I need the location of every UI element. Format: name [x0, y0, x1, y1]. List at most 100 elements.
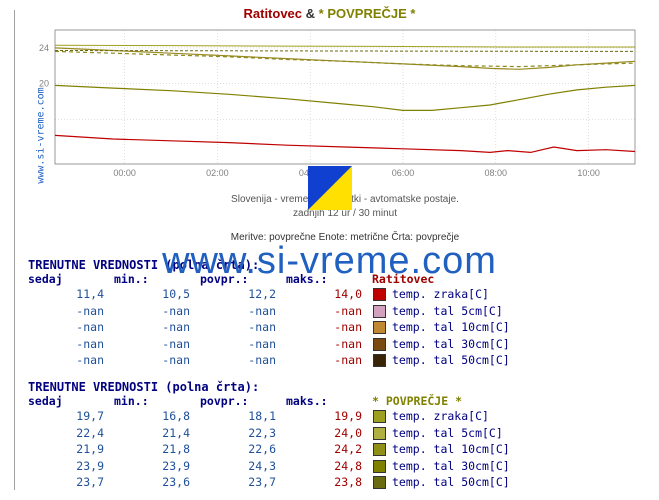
legend-swatch-icon: [373, 410, 386, 423]
value-cell: -nan: [28, 319, 114, 335]
col-header: sedaj: [28, 272, 114, 286]
svg-text:00:00: 00:00: [113, 168, 136, 178]
source-link-anchor[interactable]: www.si-vreme.com: [36, 87, 47, 183]
legend-label: temp. zraka[C]: [391, 286, 511, 302]
value-cell: 11,4: [28, 286, 114, 302]
table-row: 11,410,512,214,0temp. zraka[C]: [28, 286, 511, 302]
legend-swatch-cell: [372, 425, 391, 441]
series-povp-temp-zraka: [55, 85, 635, 110]
table-row: 22,421,422,324,0 temp. tal 5cm[C]: [28, 425, 511, 441]
table-row: 19,716,818,119,9 temp. zraka[C]: [28, 408, 511, 424]
caption-line1: Slovenija - vremenski podatki - avtomats…: [55, 194, 635, 205]
svg-text:20: 20: [39, 79, 49, 89]
legend-swatch-icon: [373, 338, 386, 351]
side-divider: [14, 10, 15, 490]
legend-swatch-icon: [373, 354, 386, 367]
value-cell: 24,8: [286, 458, 372, 474]
svg-text:02:00: 02:00: [206, 168, 229, 178]
legend-swatch-icon: [373, 321, 386, 334]
table-row: -nan-nan-nan-nantemp. tal 50cm[C]: [28, 352, 511, 368]
legend-swatch-cell: [372, 441, 391, 457]
value-cell: -nan: [200, 319, 286, 335]
block2-table: sedajmin.:povpr.:maks.:* POVPREČJE *19,7…: [28, 394, 511, 490]
legend-label: temp. tal 10cm[C]: [391, 319, 511, 335]
svg-text:24: 24: [39, 43, 49, 53]
title-part-amp: &: [302, 6, 319, 21]
value-cell: 16,8: [114, 408, 200, 424]
svg-text:10:00: 10:00: [577, 168, 600, 178]
value-cell: 22,3: [200, 425, 286, 441]
value-cell: -nan: [28, 336, 114, 352]
series-ratitovec-temp-zraka: [55, 135, 635, 152]
value-cell: -nan: [200, 303, 286, 319]
caption-line2: zadnjih 12 ur / 30 minut: [55, 208, 635, 219]
title-part-a: Ratitovec: [244, 6, 303, 21]
legend-swatch-icon: [373, 460, 386, 473]
value-cell: -nan: [28, 352, 114, 368]
table-row: -nan-nan-nan-nantemp. tal 10cm[C]: [28, 319, 511, 335]
caption-line3: Meritve: povprečne Enote: metrične Črta:…: [55, 232, 635, 243]
line-chart: 202400:0002:0004:0006:0008:0010:00: [55, 28, 635, 178]
value-cell: 23,8: [286, 474, 372, 490]
legend-label: temp. tal 50cm[C]: [391, 352, 511, 368]
table-row: 23,923,924,324,8temp. tal 30cm[C]: [28, 458, 511, 474]
legend-label: temp. tal 5cm[C]: [391, 425, 511, 441]
value-cell: -nan: [286, 336, 372, 352]
group-name: * POVPREČJE *: [372, 394, 511, 408]
value-cell: 21,4: [114, 425, 200, 441]
legend-swatch-cell: [372, 408, 391, 424]
legend-swatch-cell: [372, 303, 391, 319]
legend-swatch-icon: [373, 288, 386, 301]
legend-label: temp. tal 30cm[C]: [391, 458, 511, 474]
legend-swatch-cell: [372, 336, 391, 352]
col-header: povpr.:: [200, 394, 286, 408]
table-row: -nan-nan-nan-nantemp. tal 5cm[C]: [28, 303, 511, 319]
group-name: Ratitovec: [372, 272, 511, 286]
value-cell: -nan: [114, 303, 200, 319]
value-cell: 10,5: [114, 286, 200, 302]
value-cell: -nan: [200, 336, 286, 352]
series-povp-tal-30cm: [55, 45, 635, 47]
legend-swatch-cell: [372, 458, 391, 474]
legend-swatch-icon: [373, 443, 386, 456]
legend-swatch-cell: [372, 319, 391, 335]
col-header: maks.:: [286, 394, 372, 408]
block1-table: sedajmin.:povpr.:maks.:Ratitovec11,410,5…: [28, 272, 511, 368]
value-cell: 23,9: [28, 458, 114, 474]
block2-heading: TRENUTNE VREDNOSTI (polna črta):: [28, 380, 511, 394]
legend-swatch-icon: [373, 427, 386, 440]
source-link[interactable]: www.si-vreme.com: [36, 71, 47, 201]
table-row: 21,921,822,624,2temp. tal 10cm[C]: [28, 441, 511, 457]
legend-label: temp. tal 30cm[C]: [391, 336, 511, 352]
value-cell: 18,1: [200, 408, 286, 424]
value-cell: 23,9: [114, 458, 200, 474]
col-header: min.:: [114, 394, 200, 408]
title-part-b: * POVPREČJE *: [319, 6, 416, 21]
legend-label: temp. zraka[C]: [391, 408, 511, 424]
table-row: -nan-nan-nan-nantemp. tal 30cm[C]: [28, 336, 511, 352]
value-cell: 24,2: [286, 441, 372, 457]
value-cell: 21,8: [114, 441, 200, 457]
value-cell: 24,3: [200, 458, 286, 474]
table-row: 23,723,623,723,8temp. tal 50cm[C]: [28, 474, 511, 490]
value-cell: -nan: [114, 336, 200, 352]
value-cell: -nan: [286, 319, 372, 335]
series-povp-tal-10cm: [55, 51, 635, 66]
legend-swatch-icon: [373, 305, 386, 318]
svg-text:04:00: 04:00: [299, 168, 322, 178]
legend-swatch-cell: [372, 352, 391, 368]
value-cell: 22,6: [200, 441, 286, 457]
chart-svg: 202400:0002:0004:0006:0008:0010:00: [55, 28, 635, 178]
chart-title: Ratitovec & * POVPREČJE *: [0, 6, 659, 21]
value-cell: 19,7: [28, 408, 114, 424]
legend-swatch-icon: [373, 476, 386, 489]
value-cell: -nan: [114, 352, 200, 368]
legend-swatch-cell: [372, 286, 391, 302]
value-cell: 19,9: [286, 408, 372, 424]
value-cell: -nan: [28, 303, 114, 319]
block1-heading: TRENUTNE VREDNOSTI (polna črta):: [28, 258, 511, 272]
col-header: sedaj: [28, 394, 114, 408]
value-cell: 24,0: [286, 425, 372, 441]
value-cell: -nan: [286, 303, 372, 319]
value-cell: 22,4: [28, 425, 114, 441]
